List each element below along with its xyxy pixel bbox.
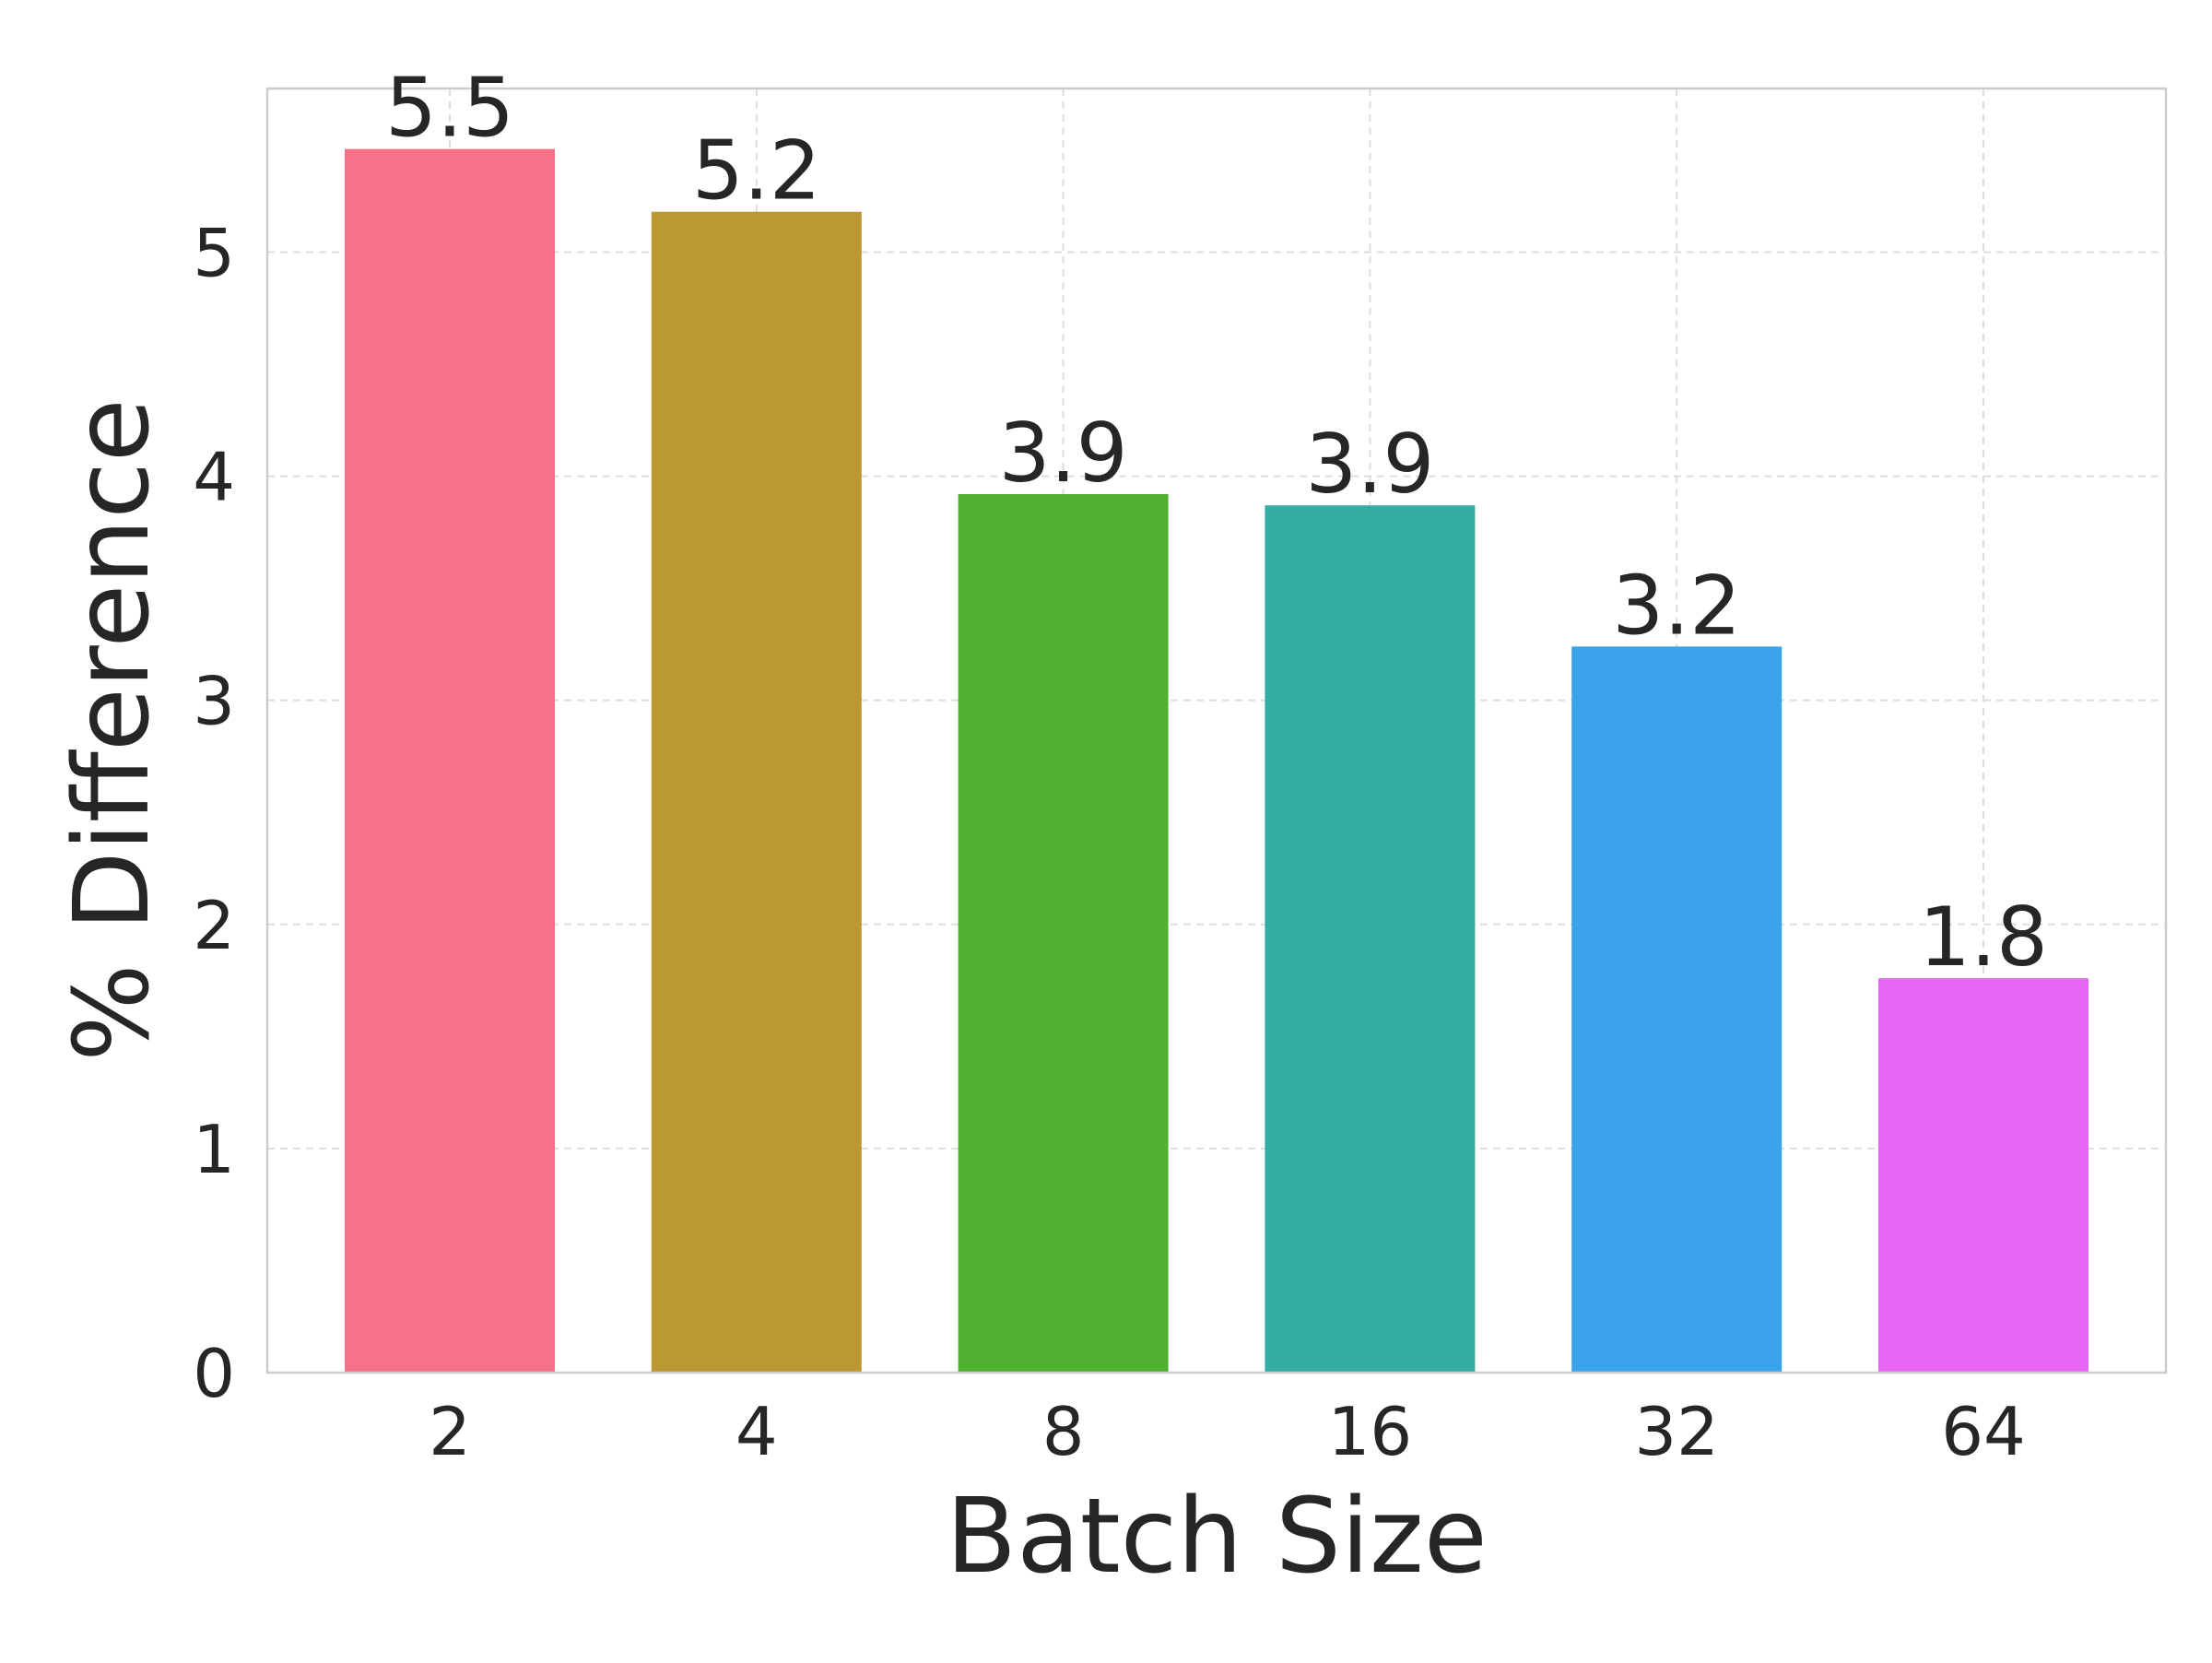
y-tick-label: 0 bbox=[193, 1335, 235, 1412]
data-label: 5.2 bbox=[692, 124, 821, 218]
bar-64 bbox=[1878, 978, 2088, 1373]
data-label: 3.9 bbox=[999, 406, 1128, 501]
bar-32 bbox=[1571, 646, 1783, 1373]
y-tick-label: 4 bbox=[193, 439, 235, 516]
bars-layer bbox=[345, 148, 2088, 1374]
data-label: 1.8 bbox=[1919, 890, 2048, 985]
x-tick-label: 32 bbox=[1634, 1393, 1719, 1470]
y-tick-label: 1 bbox=[193, 1111, 235, 1188]
y-axis-label: % Difference bbox=[53, 398, 172, 1061]
bar-16 bbox=[1265, 505, 1476, 1373]
x-tick-label: 64 bbox=[1941, 1393, 2026, 1470]
y-tick-label: 3 bbox=[193, 663, 235, 740]
x-tick-label: 2 bbox=[429, 1393, 471, 1470]
bar-2 bbox=[345, 148, 555, 1373]
ticks-layer: 0 1 2 3 4 5 2 4 8 16 32 64 bbox=[193, 214, 2026, 1470]
data-label: 5.5 bbox=[385, 61, 514, 156]
bar-4 bbox=[651, 211, 862, 1374]
x-tick-label: 4 bbox=[735, 1393, 778, 1470]
y-tick-label: 5 bbox=[193, 214, 235, 291]
y-tick-label: 2 bbox=[193, 887, 235, 964]
bar-8 bbox=[958, 494, 1169, 1373]
plot-frame bbox=[265, 87, 2168, 1374]
x-tick-label: 8 bbox=[1042, 1393, 1085, 1470]
data-label: 3.2 bbox=[1612, 558, 1741, 653]
x-tick-label: 16 bbox=[1328, 1393, 1413, 1470]
labels-layer: 5.5 5.2 3.9 3.9 3.2 1.8 bbox=[385, 61, 2048, 985]
grid-layer bbox=[267, 88, 2166, 1373]
x-axis-label: Batch Size bbox=[946, 1477, 1487, 1597]
data-label: 3.9 bbox=[1305, 417, 1434, 512]
